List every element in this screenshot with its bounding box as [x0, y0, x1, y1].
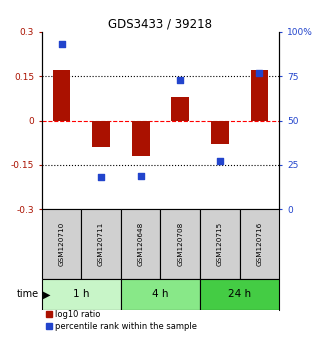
Text: GSM120708: GSM120708 — [177, 222, 183, 266]
Bar — [53, 70, 70, 121]
Point — [217, 159, 222, 164]
Bar — [160, 209, 200, 279]
Text: 1 h: 1 h — [73, 290, 90, 299]
Text: GSM120711: GSM120711 — [98, 222, 104, 266]
Text: GSM120716: GSM120716 — [256, 222, 263, 266]
Point — [178, 77, 183, 82]
Bar — [121, 279, 200, 310]
Point — [99, 175, 104, 180]
Legend: log10 ratio, percentile rank within the sample: log10 ratio, percentile rank within the … — [46, 310, 197, 331]
Text: 4 h: 4 h — [152, 290, 169, 299]
Bar — [240, 209, 279, 279]
Bar — [251, 70, 268, 121]
Text: 24 h: 24 h — [228, 290, 251, 299]
Bar — [92, 121, 110, 147]
Bar — [121, 209, 160, 279]
Title: GDS3433 / 39218: GDS3433 / 39218 — [108, 18, 213, 31]
Bar — [171, 97, 189, 121]
Point — [257, 70, 262, 75]
Text: time: time — [16, 290, 39, 299]
Text: ▶: ▶ — [43, 290, 51, 299]
Bar — [42, 209, 81, 279]
Point — [138, 173, 143, 178]
Bar — [200, 209, 240, 279]
Text: GSM120710: GSM120710 — [58, 222, 65, 266]
Bar — [42, 279, 121, 310]
Bar — [81, 209, 121, 279]
Text: GSM120648: GSM120648 — [138, 222, 144, 266]
Bar — [132, 121, 150, 156]
Text: GSM120715: GSM120715 — [217, 222, 223, 266]
Bar — [200, 279, 279, 310]
Bar — [211, 121, 229, 144]
Point — [59, 41, 64, 47]
